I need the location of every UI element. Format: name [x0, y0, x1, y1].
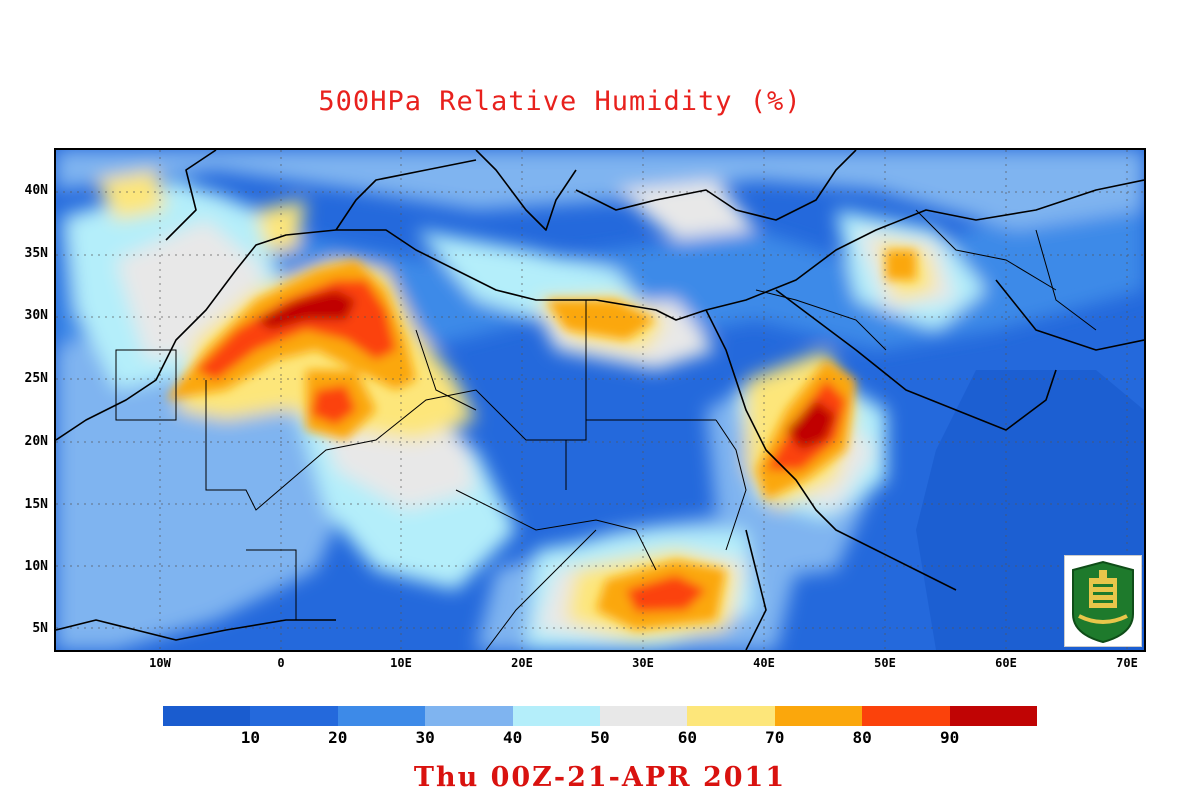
colorbar-label: 10	[240, 728, 261, 747]
colorbar-label: 50	[590, 728, 610, 747]
colorbar-swatch	[163, 706, 251, 726]
humidity-map	[54, 148, 1146, 652]
lat-tick-40n: 40N	[24, 183, 48, 198]
lon-tick-10e: 10E	[390, 656, 412, 670]
lat-tick-35n: 35N	[24, 246, 48, 261]
lon-tick-70e: 70E	[1116, 656, 1138, 670]
university-seal-icon	[1064, 555, 1142, 647]
colorbar-swatch	[949, 706, 1038, 726]
colorbar-label: 20	[328, 728, 348, 747]
country-borders	[115, 209, 1097, 650]
colorbar-swatch	[600, 706, 688, 726]
lon-tick-40e: 40E	[753, 656, 775, 670]
colorbar-swatch	[337, 706, 426, 726]
lon-tick-60e: 60E	[995, 656, 1017, 670]
lon-tick-0: 0	[277, 656, 285, 670]
map-title: 500HPa Relative Humidity (%)	[318, 86, 802, 117]
colorbar-label: 60	[677, 728, 698, 747]
lat-tick-30n: 30N	[24, 308, 48, 323]
lat-tick-5n: 5N	[32, 621, 48, 636]
colorbar-label: 80	[852, 728, 872, 747]
colorbar-swatch	[425, 706, 513, 726]
colorbar-label: 40	[502, 728, 523, 747]
colorbar-swatch	[687, 706, 775, 726]
lat-tick-10n: 10N	[24, 559, 48, 574]
coastlines	[56, 150, 1144, 650]
colorbar-label: 70	[765, 728, 785, 747]
colorbar-swatch	[774, 706, 863, 726]
lat-tick-20n: 20N	[24, 434, 48, 449]
colorbar-label: 90	[939, 728, 960, 747]
colorbar-swatch	[512, 706, 601, 726]
lon-tick-20e: 20E	[511, 656, 533, 670]
forecast-timestamp: Thu 00Z-21-APR 2011	[413, 762, 787, 793]
humidity-colorbar	[163, 706, 1038, 726]
lon-tick-30e: 30E	[632, 656, 654, 670]
lat-tick-25n: 25N	[24, 371, 48, 386]
lon-tick-50e: 50E	[874, 656, 896, 670]
humidity-field	[56, 150, 1144, 650]
colorbar-swatch	[250, 706, 338, 726]
lon-tick-10w: 10W	[149, 656, 171, 670]
colorbar-label: 30	[415, 728, 435, 747]
colorbar-swatch	[862, 706, 950, 726]
lat-tick-15n: 15N	[24, 497, 48, 512]
